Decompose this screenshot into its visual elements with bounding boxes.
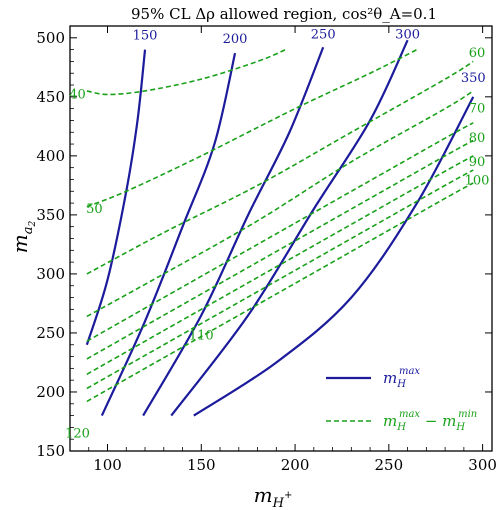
mh-diff-line-70	[86, 90, 474, 318]
legend: mHmax mHmax − mHmin	[326, 366, 477, 433]
legend-label-mhdiff: mHmax − mHmin	[383, 409, 477, 433]
y-tick-label: 350	[36, 206, 65, 224]
y-tick-label: 150	[36, 442, 65, 460]
line-label: 300	[395, 27, 420, 42]
mh-max-line-350	[193, 96, 475, 417]
line-label: 110	[189, 328, 214, 343]
chart-title: 95% CL Δρ allowed region, cos²θ_A=0.1	[131, 5, 437, 23]
line-label: 40	[69, 87, 86, 102]
x-tick-label: 100	[93, 456, 122, 474]
x-axis-label: mH+	[254, 483, 293, 510]
series-line-labels: 150 200 250 300 350 40 50 60 70 80 90 100 110 120	[65, 27, 489, 441]
series-lines	[85, 39, 475, 417]
y-tick-label: 300	[36, 265, 65, 283]
mh-diff-line-60	[86, 60, 474, 275]
line-label: 100	[465, 174, 490, 189]
mh-diff-line-90	[86, 139, 474, 360]
line-label: 120	[65, 426, 90, 441]
y-tick-label: 200	[36, 383, 65, 401]
mh-diff-line-110	[86, 169, 474, 390]
mh-max-line-300	[170, 39, 409, 417]
y-tick-label: 450	[36, 88, 65, 106]
mh-diff-line-50	[86, 48, 418, 208]
line-label: 200	[223, 32, 248, 47]
y-tick-label: 400	[36, 147, 65, 165]
x-tick-label: 300	[468, 456, 497, 474]
y-axis-label: ma2	[8, 221, 38, 254]
line-label: 60	[469, 46, 486, 61]
x-tick-label: 150	[187, 456, 216, 474]
mh-diff-line-40	[86, 48, 286, 96]
axis-ticks	[70, 26, 492, 452]
tick-labels: 100 150 200 250 300 150 200 250 300 350 400 450 500	[36, 29, 497, 474]
mh-max-line-250	[142, 46, 325, 417]
mh-diff-line-100	[86, 155, 474, 375]
line-label: 50	[86, 202, 103, 217]
mh-diff-line-80	[86, 122, 474, 342]
svg-text:mH+: mH+	[254, 483, 293, 510]
y-tick-label: 250	[36, 324, 65, 342]
line-label: 350	[461, 71, 486, 86]
line-label: 90	[469, 155, 486, 170]
x-tick-label: 200	[281, 456, 310, 474]
line-label: 250	[311, 27, 336, 42]
line-label: 150	[133, 28, 158, 43]
y-tick-label: 500	[36, 29, 65, 47]
plot-frame	[69, 25, 493, 452]
line-label: 70	[469, 102, 486, 117]
mh-max-line-200	[100, 52, 237, 417]
svg-text:ma2: ma2	[8, 221, 38, 254]
line-label: 80	[469, 131, 486, 146]
legend-label-mhmax: mHmax	[383, 366, 420, 390]
x-tick-label: 250	[375, 456, 404, 474]
mh-diff-line-120	[86, 182, 474, 403]
